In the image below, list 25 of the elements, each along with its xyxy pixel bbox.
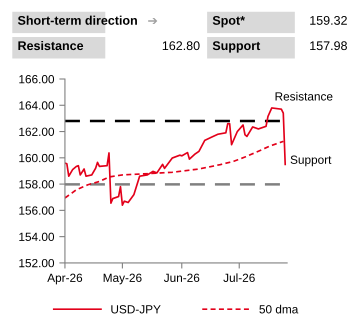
legend-label: USD-JPY (111, 305, 161, 314)
line-series (64, 107, 286, 206)
text: Short-term direction (18, 16, 137, 25)
x-tick-label: May-26 (104, 274, 142, 284)
y-tick-label: 160.00 (19, 154, 54, 162)
ref-line-label: Resistance (276, 92, 332, 101)
y-tick-label: 156.00 (19, 206, 54, 215)
y-tick-label: 164.00 (19, 101, 54, 110)
x-tick-label: Jul-26 (223, 273, 255, 282)
text: Support (212, 41, 260, 53)
text: 159.32 (310, 16, 347, 25)
y-tick-label: 166.00 (19, 75, 54, 84)
text: Spot* (212, 16, 245, 28)
y-tick-label: 152.00 (19, 258, 54, 268)
legend-label: 50 dma (259, 304, 298, 314)
y-tick-label: 154.00 (19, 232, 54, 242)
text: Resistance (18, 40, 84, 50)
ref-line-label: Support (290, 156, 332, 166)
text: 157.98 (310, 41, 347, 50)
y-tick-label: 162.00 (19, 128, 54, 136)
text: 162.80 (162, 41, 200, 50)
x-tick-label: Apr-26 (47, 274, 82, 284)
text: ➔ (148, 18, 158, 24)
x-tick-label: Jun-26 (164, 274, 200, 282)
y-tick-label: 158.00 (19, 180, 54, 188)
